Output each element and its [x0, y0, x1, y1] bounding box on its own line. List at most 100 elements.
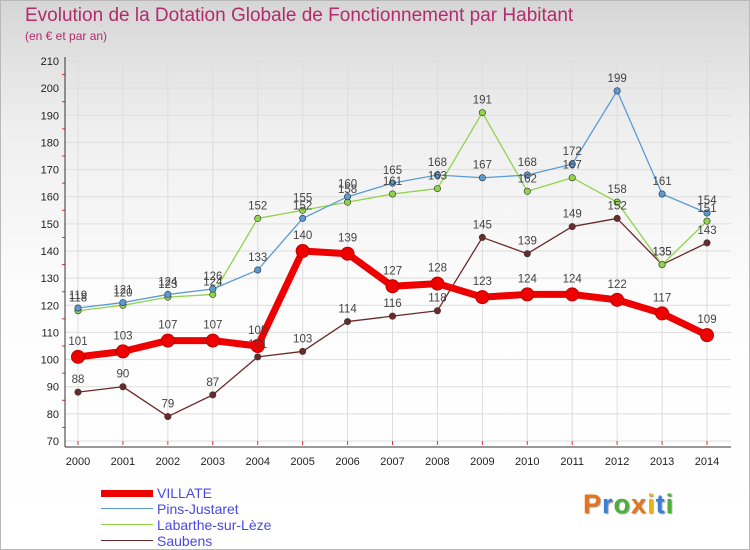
data-label-labarthe-sur-l-ze: 191: [473, 95, 492, 107]
legend-swatch-saubens: [101, 540, 153, 541]
data-label-villate: 117: [653, 292, 671, 304]
legend-label-pins-justaret: Pins-Justaret: [157, 501, 239, 517]
legend-item-villate[interactable]: VILLATE: [101, 485, 361, 501]
x-tick-label: 2009: [470, 456, 494, 468]
legend-swatch-labarthe-sur-leze: [101, 524, 153, 525]
data-point-villate: [160, 333, 175, 348]
x-axis-ticks: 2000 2001 2002 2003 2004 2005 2006 2007 2008 2009…: [66, 456, 719, 468]
data-label-labarthe-sur-l-ze: 162: [518, 173, 537, 185]
data-point-saubens: [74, 388, 82, 396]
logo-letter: r: [602, 489, 614, 519]
y-tick-label: 110: [41, 327, 59, 339]
data-label-labarthe-sur-l-ze: 161: [383, 176, 402, 188]
chart-subtitle: (en € et par an): [25, 29, 108, 43]
data-point-villate: [295, 244, 310, 258]
data-label-saubens: 87: [206, 377, 219, 389]
series-group: [71, 87, 714, 421]
data-label-labarthe-sur-l-ze: 135: [652, 247, 671, 259]
data-label-pins-justaret: 121: [113, 285, 132, 297]
y-tick-label: 100: [41, 355, 59, 367]
data-label-saubens: 79: [161, 399, 174, 411]
data-label-villate: 105: [248, 325, 267, 337]
data-label-villate: 140: [293, 230, 312, 242]
data-label-labarthe-sur-l-ze: 152: [248, 200, 267, 212]
y-tick-label: 70: [47, 436, 59, 448]
data-label-pins-justaret: 168: [428, 157, 447, 169]
data-point-saubens: [209, 391, 217, 399]
data-point-villate: [610, 292, 625, 307]
data-label-villate: 109: [697, 314, 716, 326]
data-point-pins-justaret: [74, 304, 82, 312]
x-tick-label: 2003: [201, 456, 225, 468]
logo-letter: x: [631, 489, 648, 519]
data-point-pins-justaret: [433, 171, 441, 179]
data-label-pins-justaret: 119: [69, 290, 87, 302]
data-point-saubens: [478, 233, 486, 241]
data-point-villate: [115, 344, 130, 359]
x-tick-label: 2007: [380, 456, 404, 468]
data-point-saubens: [613, 214, 621, 222]
data-point-villate: [700, 328, 714, 343]
data-label-labarthe-sur-l-ze: 158: [608, 184, 627, 196]
data-label-labarthe-sur-l-ze: 158: [338, 184, 357, 196]
y-tick-label: 160: [41, 192, 59, 204]
x-tick-label: 2014: [695, 456, 719, 468]
y-tick-label: 130: [41, 273, 59, 285]
data-point-labarthe-sur-l-ze: [523, 187, 531, 195]
y-tick-label: 150: [41, 219, 59, 231]
data-point-pins-justaret: [344, 193, 352, 201]
data-point-pins-justaret: [299, 214, 307, 222]
data-point-pins-justaret: [613, 87, 621, 95]
data-point-pins-justaret: [568, 160, 576, 168]
data-label-pins-justaret: 160: [338, 179, 357, 191]
data-point-pins-justaret: [388, 179, 396, 187]
y-tick-label: 190: [41, 110, 59, 122]
x-tick-label: 2011: [560, 456, 584, 468]
legend-item-saubens[interactable]: Saubens: [101, 533, 361, 549]
x-tick-label: 2001: [111, 456, 135, 468]
data-label-pins-justaret: 165: [383, 165, 402, 177]
data-point-pins-justaret: [119, 299, 127, 307]
chart-title: Evolution de la Dotation Globale de Fonc…: [25, 5, 574, 26]
data-point-villate: [475, 290, 490, 305]
data-point-saubens: [568, 223, 576, 231]
data-label-villate: 101: [68, 336, 87, 348]
data-point-villate: [385, 279, 400, 294]
data-label-labarthe-sur-l-ze: 151: [697, 203, 716, 215]
legend-item-labarthe-sur-leze[interactable]: Labarthe-sur-Lèze: [101, 517, 361, 533]
data-point-villate: [71, 349, 85, 364]
data-point-labarthe-sur-l-ze: [568, 174, 576, 182]
data-label-pins-justaret: 199: [608, 73, 627, 85]
data-label-villate: 127: [383, 265, 402, 277]
y-tick-label: 210: [41, 56, 59, 68]
data-label-saubens: 118: [428, 293, 446, 305]
legend-label-villate: VILLATE: [157, 485, 212, 501]
data-label-pins-justaret: 152: [293, 200, 312, 212]
data-label-villate: 103: [113, 330, 132, 342]
data-point-villate: [340, 246, 355, 261]
x-tick-label: 2006: [335, 456, 359, 468]
data-label-pins-justaret: 172: [563, 146, 582, 158]
y-tick-label: 90: [47, 382, 59, 394]
x-tick-label: 2005: [290, 456, 314, 468]
data-label-villate: 124: [563, 273, 583, 285]
data-label-labarthe-sur-l-ze: 155: [293, 192, 312, 204]
data-label-saubens: 149: [563, 209, 582, 221]
legend-item-pins-justaret[interactable]: Pins-Justaret: [101, 501, 361, 517]
data-label-saubens: 103: [293, 333, 312, 345]
logo-letter: i: [647, 489, 656, 519]
data-label-pins-justaret: 161: [652, 176, 671, 188]
legend-swatch-villate: [101, 490, 153, 497]
x-tick-label: 2008: [425, 456, 449, 468]
data-label-saubens: 143: [697, 225, 716, 237]
data-point-villate: [205, 333, 220, 348]
data-point-labarthe-sur-l-ze: [254, 214, 262, 222]
data-label-pins-justaret: 167: [473, 160, 492, 172]
data-label-saubens: 101: [248, 339, 267, 351]
data-point-villate: [565, 287, 580, 302]
legend-label-saubens: Saubens: [157, 533, 213, 549]
data-point-pins-justaret: [658, 190, 666, 198]
data-label-villate: 107: [203, 320, 222, 332]
logo-letter: t: [655, 489, 666, 519]
